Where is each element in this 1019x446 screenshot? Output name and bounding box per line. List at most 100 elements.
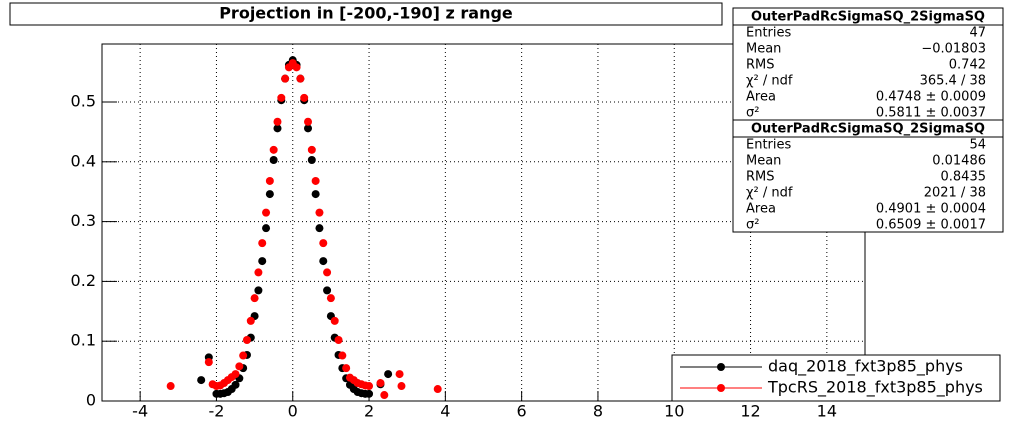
data-point <box>315 208 324 217</box>
data-point <box>231 380 240 389</box>
data-point <box>269 156 278 165</box>
data-point <box>311 176 320 185</box>
stats-label: Entries <box>746 26 792 41</box>
data-point <box>235 362 244 371</box>
data-point <box>246 316 255 325</box>
x-tick-label: 2 <box>364 402 374 421</box>
data-point <box>342 364 351 373</box>
stats-title: OuterPadRcSigmaSQ_2SigmaSQ <box>751 122 985 137</box>
data-point <box>323 286 332 295</box>
data-point <box>384 370 393 379</box>
stats-label: χ² / ndf <box>746 186 793 201</box>
data-point <box>197 376 206 385</box>
stats-label: Area <box>746 202 776 217</box>
legend-label: TpcRS_2018_fxt3p85_phys <box>767 378 983 398</box>
stats-box <box>732 119 1004 233</box>
data-point <box>397 382 406 391</box>
stats-label: Area <box>746 90 776 105</box>
stats-label: σ² <box>746 218 759 233</box>
stats-label: χ² / ndf <box>746 74 793 89</box>
legend-box <box>671 354 1001 402</box>
x-tick-label: 4 <box>440 402 450 421</box>
y-tick-label: 0.5 <box>71 92 96 111</box>
data-point <box>265 190 274 199</box>
data-point <box>307 145 316 154</box>
data-point <box>204 358 213 367</box>
stats-label: Mean <box>746 42 781 57</box>
data-point <box>296 74 305 83</box>
x-tick-label: -4 <box>132 402 148 421</box>
x-tick-label: 14 <box>817 402 837 421</box>
data-point <box>433 385 442 394</box>
data-point <box>258 257 267 266</box>
data-point <box>395 370 404 379</box>
x-tick-label: 10 <box>664 402 684 421</box>
data-point <box>323 268 332 277</box>
stats-box <box>732 7 1004 121</box>
legend-label: daq_2018_fxt3p85_phys <box>768 357 963 377</box>
data-point <box>292 63 301 72</box>
data-point <box>319 239 328 248</box>
data-point <box>281 74 290 83</box>
stats-value: 0.6509 ± 0.0017 <box>876 218 986 233</box>
y-tick-label: 0.4 <box>71 151 96 170</box>
chart-title: Projection in [-200,-190] z range <box>219 4 513 23</box>
stats-label: RMS <box>746 58 775 73</box>
stats-title: OuterPadRcSigmaSQ_2SigmaSQ <box>751 10 985 25</box>
legend-marker <box>717 363 725 371</box>
stats-value: 0.742 <box>949 58 986 73</box>
stats-value: 47 <box>969 26 986 41</box>
x-tick-label: -2 <box>208 402 224 421</box>
stats-value: 2021 / 38 <box>924 186 986 201</box>
data-point <box>311 190 320 199</box>
data-point <box>334 336 343 345</box>
legend-marker <box>717 384 725 392</box>
data-point <box>319 257 328 266</box>
data-point <box>277 93 286 102</box>
data-point <box>239 351 248 360</box>
data-point <box>254 286 263 295</box>
stats-value: 365.4 / 38 <box>920 74 986 89</box>
data-point <box>269 145 278 154</box>
data-point <box>330 316 339 325</box>
data-point <box>250 294 259 303</box>
data-point <box>365 382 374 391</box>
data-point <box>338 351 347 360</box>
stats-value: −0.01803 <box>921 42 986 57</box>
y-tick-label: 0.2 <box>71 271 96 290</box>
data-point <box>380 391 389 400</box>
data-point <box>376 379 385 388</box>
x-tick-label: 6 <box>517 402 527 421</box>
stats-value: 0.4748 ± 0.0009 <box>876 90 986 105</box>
stats-value: 0.8435 <box>941 170 987 185</box>
title-box <box>9 2 723 26</box>
data-point <box>326 294 335 303</box>
data-point <box>231 370 240 379</box>
stats-value: 0.01486 <box>932 154 986 169</box>
stats-value: 54 <box>969 138 986 153</box>
stats-label: Entries <box>746 138 792 153</box>
stats-label: σ² <box>746 106 759 121</box>
x-tick-label: 12 <box>740 402 760 421</box>
data-point <box>242 336 251 345</box>
x-tick-label: 0 <box>288 402 298 421</box>
y-tick-label: 0 <box>86 391 96 410</box>
data-point <box>307 156 316 165</box>
data-point <box>254 268 263 277</box>
data-point <box>304 117 313 126</box>
data-point <box>265 176 274 185</box>
data-point <box>166 382 175 391</box>
data-point <box>273 117 282 126</box>
data-point <box>304 124 313 133</box>
data-point <box>273 124 282 133</box>
stats-value: 0.5811 ± 0.0037 <box>876 106 986 121</box>
y-tick-label: 0.1 <box>71 331 96 350</box>
data-point <box>365 389 374 398</box>
data-point <box>262 224 271 233</box>
y-tick-label: 0.3 <box>71 211 96 230</box>
data-point <box>315 224 324 233</box>
data-point <box>300 93 309 102</box>
stats-label: Mean <box>746 154 781 169</box>
x-tick-label: 8 <box>593 402 603 421</box>
